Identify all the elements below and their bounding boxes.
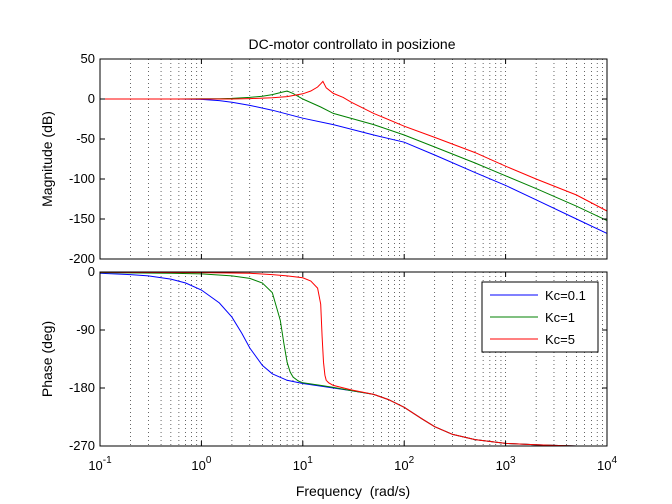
x-tick-label: 103	[496, 455, 516, 473]
phase-x-ticks: 10-1 100 101 102 103 104	[88, 59, 617, 473]
legend-label-kc01: Kc=0.1	[545, 288, 586, 303]
magnitude-ytick-label: -200	[69, 251, 95, 266]
magnitude-plot-lines	[100, 80, 608, 234]
magnitude-grid	[130, 59, 603, 259]
magnitude-ytick-label: -150	[69, 211, 95, 226]
phase-ytick-label: -180	[69, 380, 95, 395]
legend-label-kc1: Kc=1	[545, 310, 575, 325]
phase-ytick-label: 0	[88, 264, 95, 279]
phase-line-kc5	[99, 271, 607, 447]
magnitude-ylabel: Magnitude (dB)	[39, 111, 55, 207]
x-tick-label: 104	[597, 455, 617, 473]
phase-y-ticks: 0 -90 -180 -270	[69, 264, 607, 453]
x-tick-label: 102	[394, 455, 414, 473]
legend-label-kc5: Kc=5	[545, 332, 575, 347]
magnitude-ytick-label: -100	[69, 171, 95, 186]
x-tick-label: 10-1	[88, 455, 112, 473]
phase-ytick-label: -270	[69, 438, 95, 453]
legend: Kc=0.1 Kc=1 Kc=5	[481, 281, 599, 353]
phase-ytick-label: -90	[76, 322, 95, 337]
magnitude-y-ticks: 50 0 -50 -100 -150 -200	[69, 51, 607, 266]
magnitude-ytick-label: 0	[88, 91, 95, 106]
magnitude-line-kc5	[100, 80, 608, 212]
phase-plot-lines	[99, 271, 607, 447]
phase-axes-box	[99, 271, 608, 447]
phase-ylabel: Phase (deg)	[39, 321, 55, 397]
x-tick-label: 100	[191, 455, 211, 473]
x-axis-label: Frequency (rad/s)	[296, 483, 410, 499]
x-tick-label: 101	[293, 455, 313, 473]
magnitude-ytick-label: -50	[76, 131, 95, 146]
magnitude-axes-box	[99, 58, 608, 260]
chart-title: DC-motor controllato in posizione	[249, 36, 456, 52]
magnitude-ytick-label: 50	[81, 51, 95, 66]
